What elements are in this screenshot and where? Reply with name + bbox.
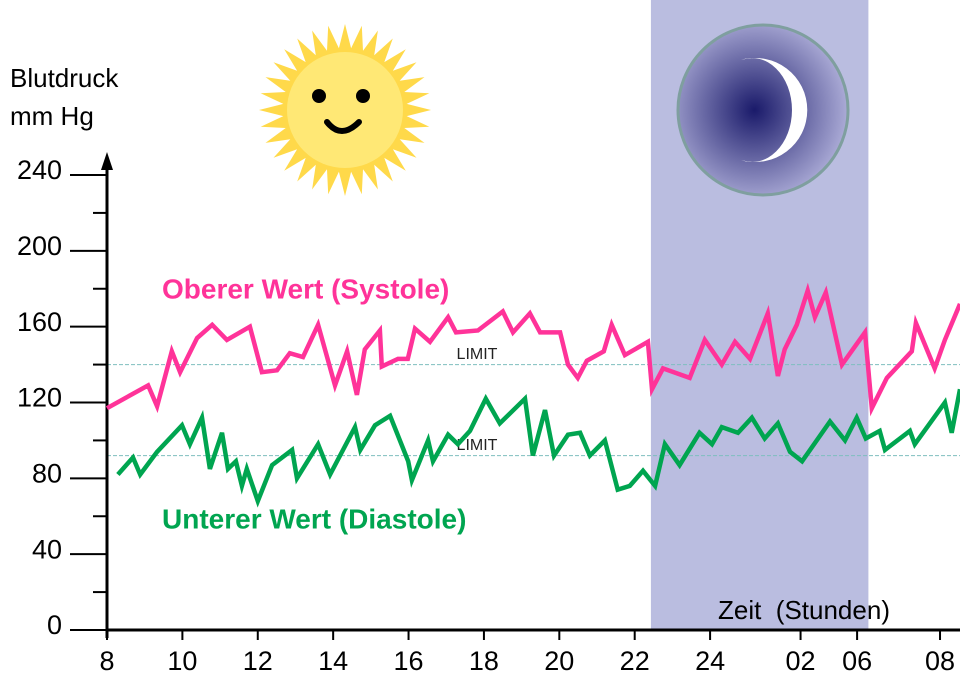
series-annotation: Unterer Wert (Diastole) [162, 503, 466, 534]
y-axis-title: Blutdruck [10, 63, 119, 93]
x-tick-label: 24 [695, 646, 725, 676]
x-tick-label: 14 [318, 646, 348, 676]
x-tick-label: 06 [842, 646, 872, 676]
y-tick-label: 80 [32, 458, 62, 488]
y-axis-title: mm Hg [10, 101, 94, 131]
x-tick-label: 8 [99, 646, 114, 676]
x-axis-title: Zeit (Stunden) [718, 595, 890, 625]
limit-label: LIMIT [457, 437, 498, 454]
x-tick-label: 08 [925, 646, 955, 676]
x-tick-label: 18 [469, 646, 499, 676]
limit-label: LIMIT [457, 346, 498, 363]
series-annotation: Oberer Wert (Systole) [162, 273, 449, 304]
y-tick-label: 200 [17, 231, 62, 261]
y-tick-label: 120 [17, 383, 62, 413]
y-tick-label: 240 [17, 155, 62, 185]
sun-icon [259, 24, 431, 196]
y-tick-label: 160 [17, 307, 62, 337]
x-tick-label: 10 [167, 646, 197, 676]
series-line [105, 282, 960, 417]
x-tick-label: 22 [620, 646, 650, 676]
y-tick-label: 0 [47, 610, 62, 640]
x-tick-label: 02 [786, 646, 816, 676]
x-tick-label: 20 [544, 646, 574, 676]
series-line [116, 388, 960, 508]
y-axis-arrow [101, 152, 113, 170]
y-tick-label: 40 [32, 534, 62, 564]
moon-icon [676, 23, 850, 197]
x-tick-label: 12 [243, 646, 273, 676]
x-tick-label: 16 [394, 646, 424, 676]
